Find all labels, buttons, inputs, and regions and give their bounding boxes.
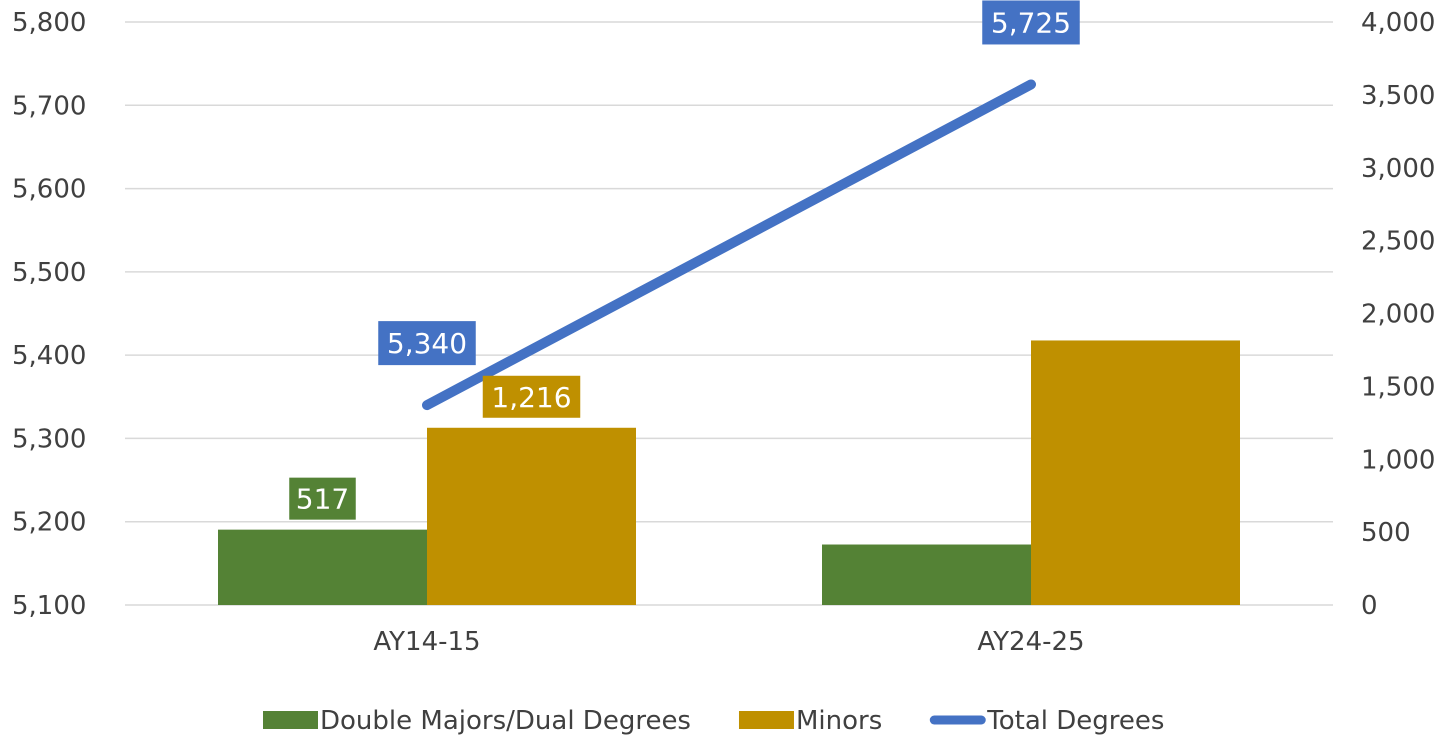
category-label: AY24-25 bbox=[977, 627, 1084, 657]
primary-tick-label: 5,200 bbox=[12, 508, 86, 538]
legend-item: Minors bbox=[738, 706, 882, 736]
bar bbox=[822, 544, 1031, 605]
primary-tick-label: 5,600 bbox=[12, 175, 86, 205]
primary-tick-label: 5,500 bbox=[12, 258, 86, 288]
data-label-box bbox=[289, 477, 356, 520]
primary-tick-label: 5,100 bbox=[12, 591, 86, 621]
primary-axis: 5,100 5,200 5,300 5,400 5,500 5,600 5,700 5,800 bbox=[12, 8, 86, 621]
secondary-axis: 0 500 1,000 1,500 2,000 2,500 3,000 3,500 4,000 bbox=[1361, 8, 1435, 621]
primary-tick-label: 5,400 bbox=[12, 341, 86, 371]
data-label: 5,340 bbox=[387, 327, 467, 360]
secondary-tick-label: 3,500 bbox=[1361, 81, 1435, 111]
category-label: AY14-15 bbox=[373, 627, 480, 657]
legend: Double Majors/Dual Degrees Minors Total De… bbox=[263, 706, 1164, 736]
legend-label: Minors bbox=[796, 706, 882, 736]
secondary-tick-label: 2,500 bbox=[1361, 227, 1435, 257]
data-label-box bbox=[982, 0, 1080, 45]
primary-tick-label: 5,700 bbox=[12, 91, 86, 121]
legend-label: Total Degrees bbox=[986, 706, 1164, 736]
bars bbox=[218, 340, 1240, 605]
data-label-box bbox=[482, 375, 581, 418]
legend-item: Double Majors/Dual Degrees bbox=[263, 706, 691, 736]
primary-tick-label: 5,800 bbox=[12, 8, 86, 38]
data-label: 517 bbox=[296, 483, 349, 516]
secondary-tick-label: 4,000 bbox=[1361, 8, 1435, 38]
data-label: 1,216 bbox=[491, 381, 571, 414]
secondary-tick-label: 0 bbox=[1361, 591, 1378, 621]
bar bbox=[1031, 340, 1240, 605]
bar bbox=[427, 427, 636, 605]
secondary-tick-label: 3,000 bbox=[1361, 154, 1435, 184]
primary-tick-label: 5,300 bbox=[12, 424, 86, 454]
secondary-tick-label: 2,000 bbox=[1361, 300, 1435, 330]
line-series-path bbox=[422, 79, 1036, 411]
category-axis: AY14-15 AY24-25 bbox=[373, 627, 1084, 657]
line-series bbox=[422, 79, 1036, 411]
data-label: 5,725 bbox=[991, 6, 1071, 39]
bar bbox=[218, 529, 427, 605]
legend-label: Double Majors/Dual Degrees bbox=[320, 706, 691, 736]
data-label-box bbox=[378, 321, 476, 366]
legend-swatch bbox=[263, 711, 318, 729]
secondary-tick-label: 500 bbox=[1361, 518, 1411, 548]
secondary-tick-label: 1,500 bbox=[1361, 372, 1435, 402]
gridlines bbox=[125, 21, 1333, 606]
secondary-tick-label: 1,000 bbox=[1361, 445, 1435, 475]
legend-item: Total Degrees bbox=[929, 706, 1164, 736]
legend-swatch bbox=[738, 711, 794, 729]
data-labels: 517 1,216 5,340 5,725 bbox=[289, 0, 1080, 520]
